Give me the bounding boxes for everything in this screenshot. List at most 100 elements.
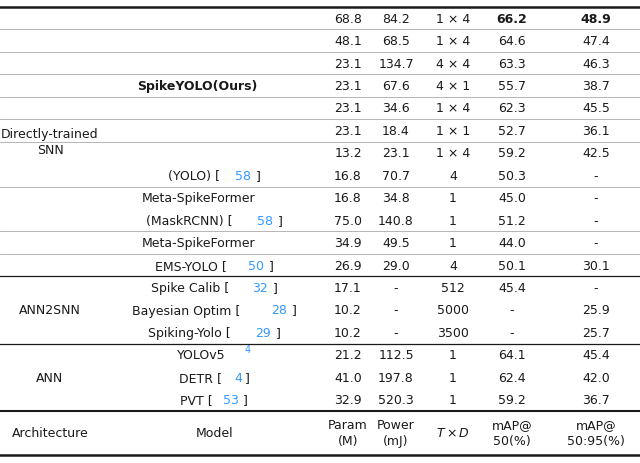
Text: 30.1: 30.1 bbox=[582, 259, 610, 272]
Text: ]: ] bbox=[269, 259, 273, 272]
Text: -: - bbox=[594, 282, 598, 294]
Text: -: - bbox=[509, 304, 515, 317]
Text: Power
(mJ): Power (mJ) bbox=[377, 419, 415, 448]
Text: 42.0: 42.0 bbox=[582, 371, 610, 384]
Text: 48.1: 48.1 bbox=[334, 35, 362, 48]
Text: 51.2: 51.2 bbox=[498, 214, 526, 227]
Text: 5000: 5000 bbox=[437, 304, 469, 317]
Text: 59.2: 59.2 bbox=[498, 394, 526, 407]
Text: 16.8: 16.8 bbox=[334, 192, 362, 205]
Text: 4: 4 bbox=[449, 259, 457, 272]
Text: 50.3: 50.3 bbox=[498, 169, 526, 182]
Text: 64.1: 64.1 bbox=[498, 349, 526, 362]
Text: EMS-YOLO [: EMS-YOLO [ bbox=[155, 259, 227, 272]
Text: 34.8: 34.8 bbox=[382, 192, 410, 205]
Text: 1: 1 bbox=[449, 349, 457, 362]
Text: 28: 28 bbox=[271, 304, 287, 317]
Text: 10.2: 10.2 bbox=[334, 326, 362, 339]
Text: 34.6: 34.6 bbox=[382, 102, 410, 115]
Text: 512: 512 bbox=[441, 282, 465, 294]
Text: 67.6: 67.6 bbox=[382, 80, 410, 93]
Text: 4 × 4: 4 × 4 bbox=[436, 57, 470, 70]
Text: 38.7: 38.7 bbox=[582, 80, 610, 93]
Text: 23.1: 23.1 bbox=[334, 125, 362, 138]
Text: 17.1: 17.1 bbox=[334, 282, 362, 294]
Text: ]: ] bbox=[243, 394, 248, 407]
Text: 45.5: 45.5 bbox=[582, 102, 610, 115]
Text: 41.0: 41.0 bbox=[334, 371, 362, 384]
Text: 32.9: 32.9 bbox=[334, 394, 362, 407]
Text: 23.1: 23.1 bbox=[334, 80, 362, 93]
Text: 10.2: 10.2 bbox=[334, 304, 362, 317]
Text: 1: 1 bbox=[449, 371, 457, 384]
Text: Meta-SpikeFormer: Meta-SpikeFormer bbox=[141, 192, 255, 205]
Text: 4: 4 bbox=[234, 371, 243, 384]
Text: ]: ] bbox=[292, 304, 297, 317]
Text: 68.5: 68.5 bbox=[382, 35, 410, 48]
Text: 1 × 4: 1 × 4 bbox=[436, 147, 470, 160]
Text: 42.5: 42.5 bbox=[582, 147, 610, 160]
Text: $T \times D$: $T \times D$ bbox=[436, 426, 470, 439]
Text: 23.1: 23.1 bbox=[334, 102, 362, 115]
Text: Param
(M): Param (M) bbox=[328, 419, 368, 448]
Text: -: - bbox=[509, 326, 515, 339]
Text: 59.2: 59.2 bbox=[498, 147, 526, 160]
Text: -: - bbox=[594, 237, 598, 250]
Text: ]: ] bbox=[273, 282, 277, 294]
Text: 1 × 4: 1 × 4 bbox=[436, 35, 470, 48]
Text: 36.1: 36.1 bbox=[582, 125, 610, 138]
Text: 16.8: 16.8 bbox=[334, 169, 362, 182]
Text: 70.7: 70.7 bbox=[382, 169, 410, 182]
Text: 25.7: 25.7 bbox=[582, 326, 610, 339]
Text: 58: 58 bbox=[235, 169, 251, 182]
Text: 1: 1 bbox=[449, 214, 457, 227]
Text: 58: 58 bbox=[257, 214, 273, 227]
Text: 18.4: 18.4 bbox=[382, 125, 410, 138]
Text: 29: 29 bbox=[255, 326, 271, 339]
Text: 47.4: 47.4 bbox=[582, 35, 610, 48]
Text: 140.8: 140.8 bbox=[378, 214, 414, 227]
Text: -: - bbox=[594, 214, 598, 227]
Text: (MaskRCNN) [: (MaskRCNN) [ bbox=[146, 214, 232, 227]
Text: 66.2: 66.2 bbox=[497, 13, 527, 25]
Text: 64.6: 64.6 bbox=[498, 35, 526, 48]
Text: Spiking-Yolo [: Spiking-Yolo [ bbox=[148, 326, 231, 339]
Text: ]: ] bbox=[278, 214, 283, 227]
Text: 36.7: 36.7 bbox=[582, 394, 610, 407]
Text: 50: 50 bbox=[248, 259, 264, 272]
Text: PVT [: PVT [ bbox=[180, 394, 213, 407]
Text: 520.3: 520.3 bbox=[378, 394, 414, 407]
Text: 75.0: 75.0 bbox=[334, 214, 362, 227]
Text: Architecture: Architecture bbox=[12, 426, 88, 439]
Text: DETR [: DETR [ bbox=[179, 371, 222, 384]
Text: 4: 4 bbox=[245, 344, 251, 354]
Text: (YOLO) [: (YOLO) [ bbox=[168, 169, 220, 182]
Text: 45.4: 45.4 bbox=[582, 349, 610, 362]
Text: 63.3: 63.3 bbox=[498, 57, 526, 70]
Text: 49.5: 49.5 bbox=[382, 237, 410, 250]
Text: 52.7: 52.7 bbox=[498, 125, 526, 138]
Text: -: - bbox=[594, 192, 598, 205]
Text: mAP@
50:95(%): mAP@ 50:95(%) bbox=[567, 419, 625, 448]
Text: 1: 1 bbox=[449, 237, 457, 250]
Text: -: - bbox=[594, 169, 598, 182]
Text: 25.9: 25.9 bbox=[582, 304, 610, 317]
Text: ]: ] bbox=[244, 371, 250, 384]
Text: 50.1: 50.1 bbox=[498, 259, 526, 272]
Text: Directly-trained
SNN: Directly-trained SNN bbox=[1, 128, 99, 157]
Text: mAP@
50(%): mAP@ 50(%) bbox=[492, 419, 532, 448]
Text: 1 × 1: 1 × 1 bbox=[436, 125, 470, 138]
Text: 32: 32 bbox=[252, 282, 268, 294]
Text: ]: ] bbox=[256, 169, 260, 182]
Text: 1: 1 bbox=[449, 394, 457, 407]
Text: 26.9: 26.9 bbox=[334, 259, 362, 272]
Text: SpikeYOLO(Ours): SpikeYOLO(Ours) bbox=[138, 80, 258, 93]
Text: Model: Model bbox=[196, 426, 234, 439]
Text: 112.5: 112.5 bbox=[378, 349, 414, 362]
Text: 55.7: 55.7 bbox=[498, 80, 526, 93]
Text: 1: 1 bbox=[449, 192, 457, 205]
Text: 4: 4 bbox=[449, 169, 457, 182]
Text: 62.4: 62.4 bbox=[498, 371, 526, 384]
Text: 3500: 3500 bbox=[437, 326, 469, 339]
Text: 29.0: 29.0 bbox=[382, 259, 410, 272]
